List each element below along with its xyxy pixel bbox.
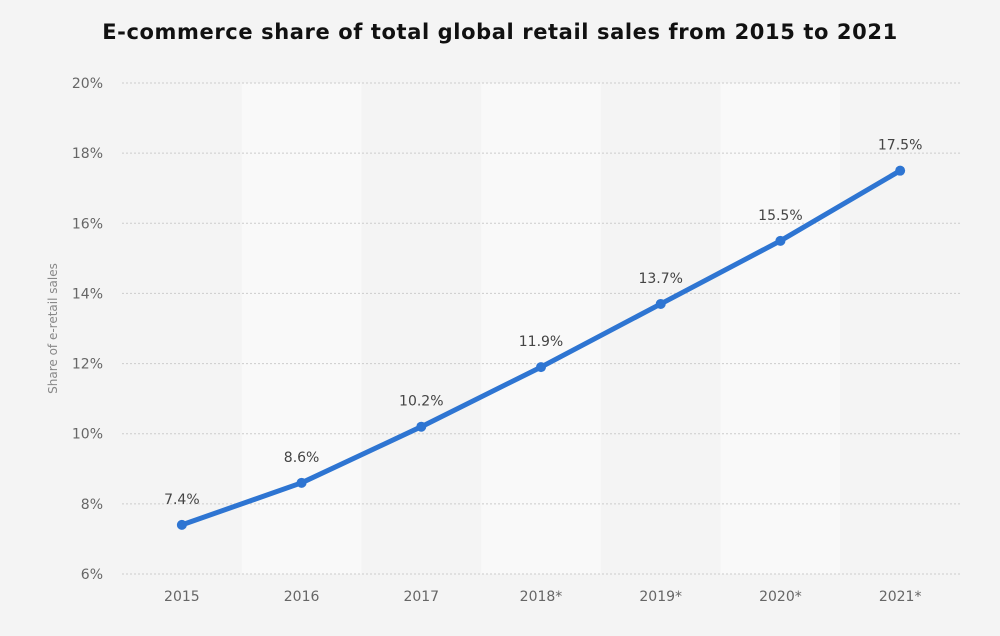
- column-band: [481, 83, 601, 574]
- y-axis-ticks: 6% 8% 10% 12% 14% 16% 18% 20%: [72, 76, 103, 583]
- y-tick-label: 6%: [81, 567, 103, 583]
- chart-title: E-commerce share of total global retail …: [102, 20, 898, 44]
- data-point[interactable]: [176, 519, 187, 530]
- data-point[interactable]: [775, 235, 786, 246]
- column-band: [241, 83, 362, 574]
- x-tick-label: 2015: [164, 589, 200, 605]
- data-point[interactable]: [895, 165, 906, 176]
- data-labels: 7.4% 8.6% 10.2% 11.9% 13.7% 15.5% 17.5%: [164, 138, 922, 508]
- data-point[interactable]: [296, 477, 307, 488]
- data-label: 15.5%: [758, 208, 802, 224]
- x-tick-label: 2018*: [520, 589, 563, 605]
- data-label: 11.9%: [519, 334, 563, 350]
- y-tick-label: 16%: [72, 216, 103, 232]
- data-label: 10.2%: [399, 394, 443, 410]
- data-point[interactable]: [416, 421, 427, 432]
- data-point[interactable]: [655, 298, 666, 309]
- data-point[interactable]: [536, 362, 546, 373]
- y-tick-label: 18%: [72, 146, 103, 162]
- column-band: [720, 83, 841, 574]
- column-band: [122, 83, 242, 574]
- x-tick-label: 2019*: [639, 589, 682, 605]
- y-tick-label: 20%: [72, 76, 103, 92]
- y-tick-label: 8%: [81, 497, 103, 513]
- data-label: 13.7%: [638, 271, 682, 287]
- column-band: [600, 83, 721, 574]
- data-label: 7.4%: [164, 492, 200, 508]
- y-axis-title: Share of e-retail sales: [46, 263, 60, 394]
- column-bands: [122, 83, 960, 574]
- x-tick-label: 2017: [403, 589, 439, 605]
- column-band: [840, 83, 960, 574]
- x-tick-label: 2016: [284, 589, 320, 605]
- data-label: 8.6%: [284, 450, 320, 466]
- y-tick-label: 12%: [72, 357, 103, 373]
- x-tick-label: 2020*: [759, 589, 802, 605]
- series-line-group: [176, 165, 906, 530]
- x-axis-ticks: 2015 2016 2017 2018* 2019* 2020* 2021*: [164, 589, 921, 605]
- y-tick-label: 14%: [72, 286, 103, 302]
- column-band: [361, 83, 482, 574]
- y-tick-label: 10%: [72, 427, 103, 443]
- data-label: 17.5%: [878, 138, 922, 154]
- x-tick-label: 2021*: [879, 589, 922, 605]
